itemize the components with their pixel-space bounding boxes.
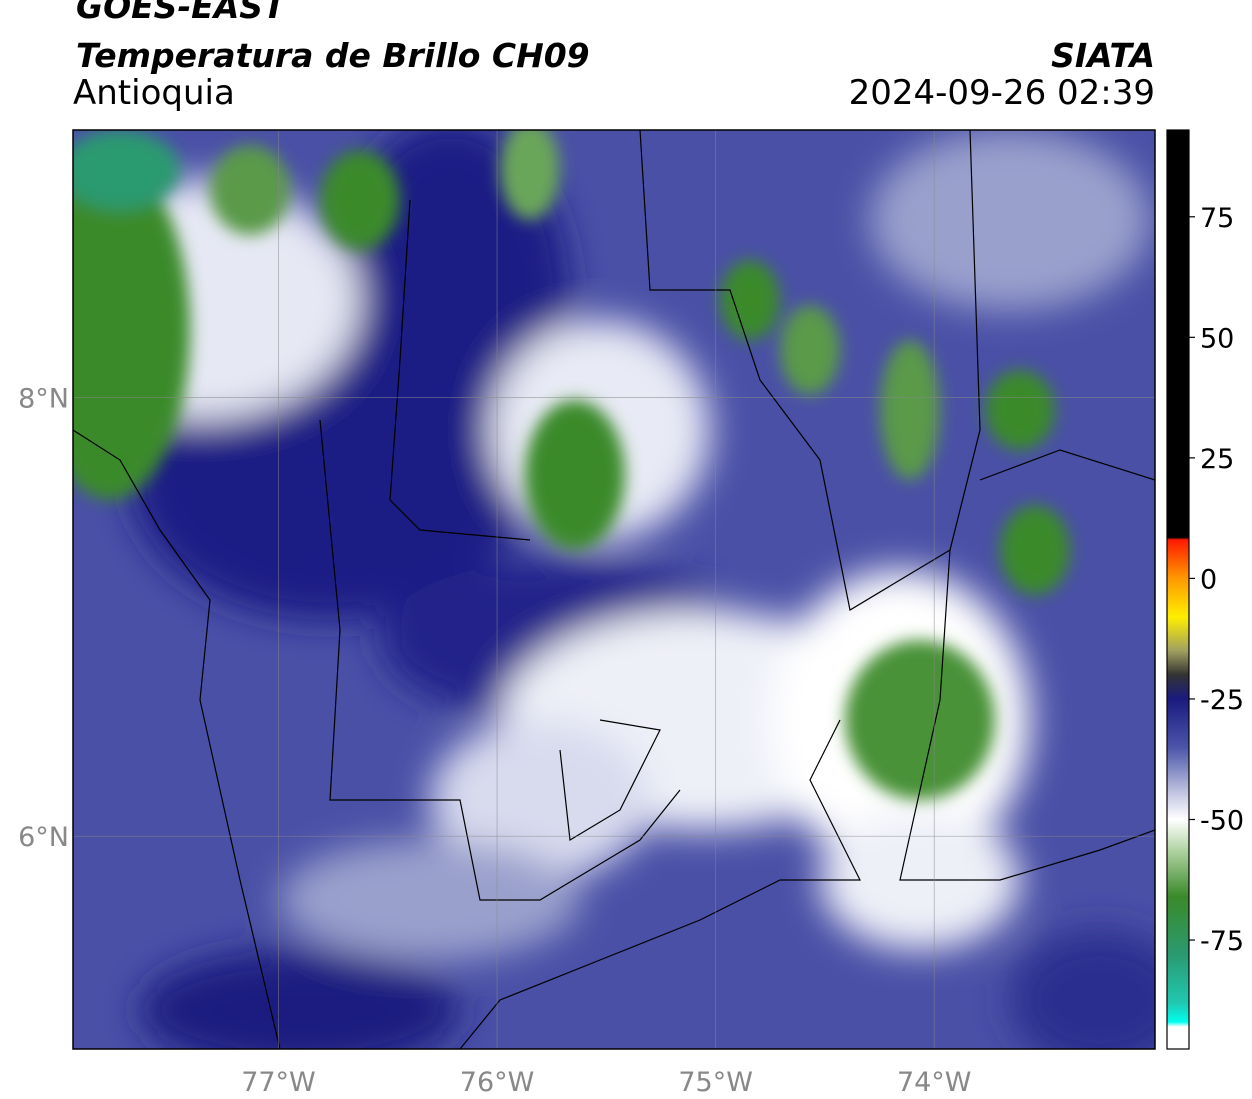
- agency: SIATA: [1051, 36, 1155, 75]
- x-tick-label: 74°W: [897, 1067, 972, 1098]
- colorbar-tick-label: 50: [1200, 323, 1234, 354]
- colorbar-tick-label: -50: [1200, 805, 1244, 836]
- title: GOES-EAST: [76, 0, 288, 26]
- x-tick-label: 77°W: [241, 1067, 316, 1098]
- region: Antioquia: [73, 73, 235, 113]
- colorbar: [1166, 129, 1190, 1050]
- colorbar-tick-label: 75: [1200, 203, 1234, 234]
- x-tick-label: 75°W: [678, 1067, 753, 1098]
- datetime: 2024-09-26 02:39: [849, 73, 1155, 113]
- colorbar-tick-label: 25: [1200, 444, 1234, 475]
- map-frame: [72, 129, 1156, 1050]
- x-tick-label: 76°W: [460, 1067, 535, 1098]
- satellite-image: [73, 130, 1155, 1049]
- colorbar-tick-label: 0: [1200, 564, 1217, 595]
- colorbar-tick-label: -25: [1200, 685, 1244, 716]
- subtitle: Temperatura de Brillo CH09: [76, 36, 590, 75]
- colorbar-tick-label: -75: [1200, 926, 1244, 957]
- grid: [73, 130, 1155, 1049]
- y-tick-label: 6°N: [18, 822, 69, 853]
- y-tick-label: 8°N: [18, 384, 69, 415]
